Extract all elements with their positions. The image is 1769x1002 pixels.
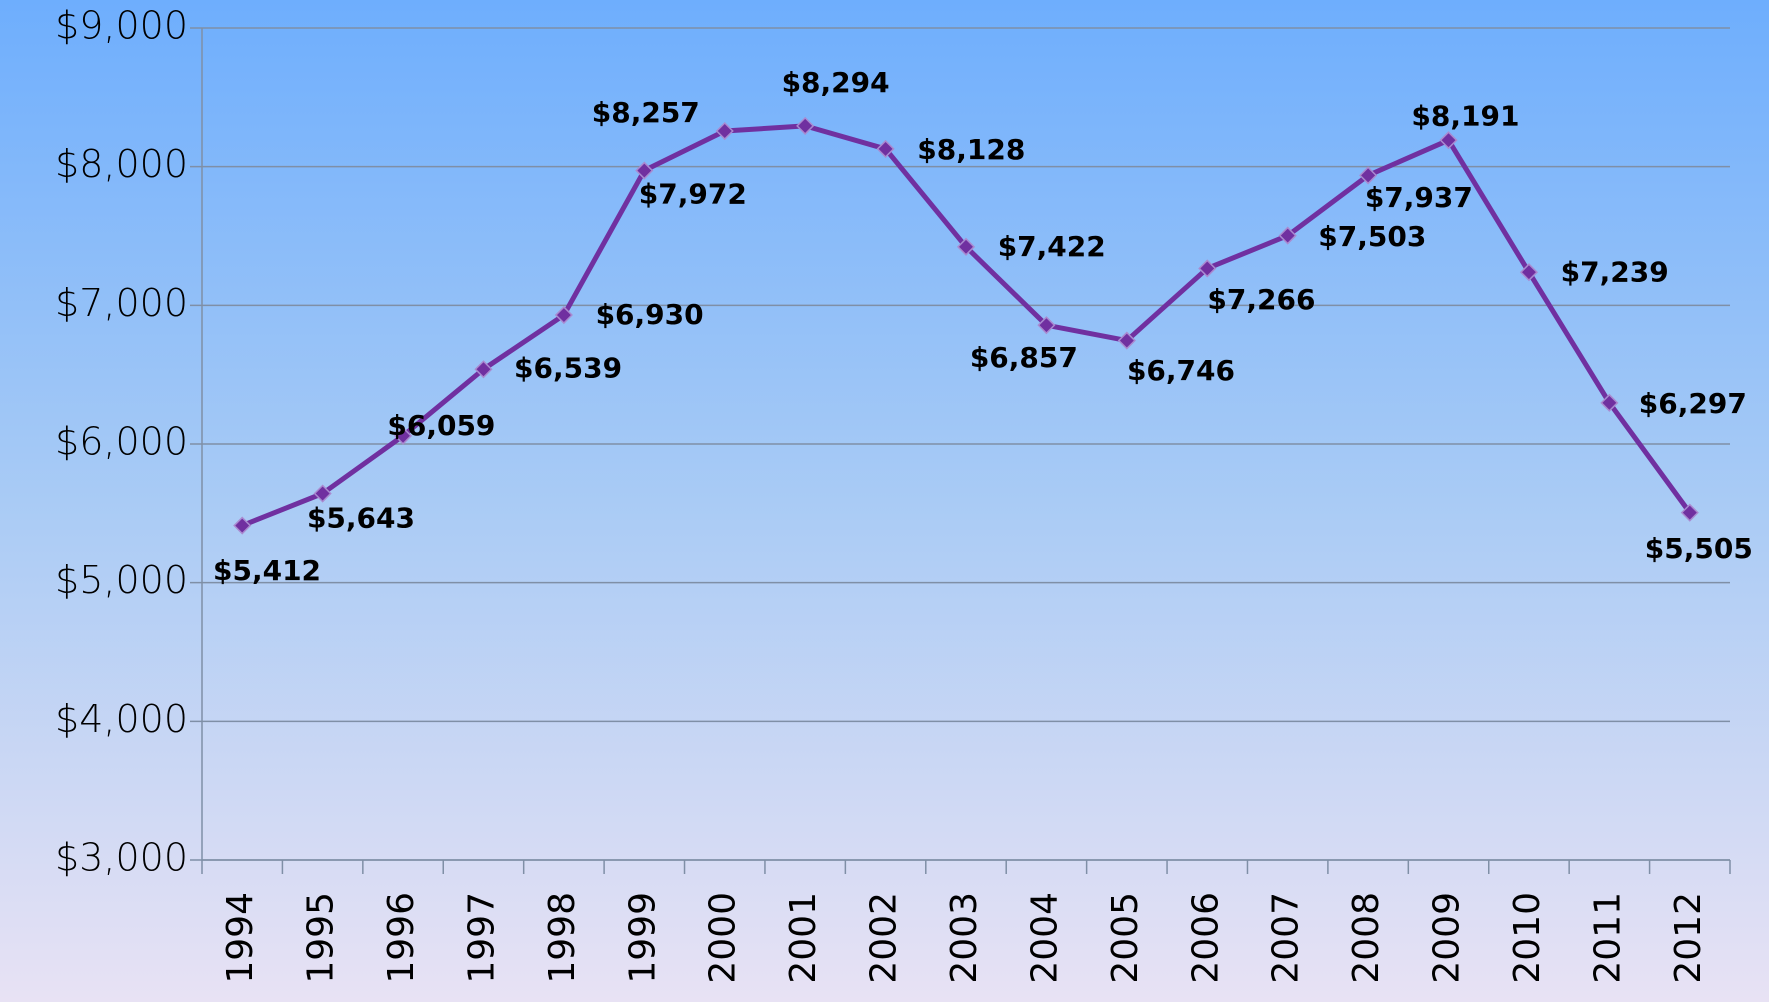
x-tick-label: 2003 xyxy=(944,892,985,984)
x-tick-label: 1997 xyxy=(461,892,502,984)
data-label: $6,297 xyxy=(1639,387,1747,420)
marker xyxy=(1117,331,1136,350)
marker xyxy=(474,360,493,379)
data-label: $8,294 xyxy=(782,66,890,99)
marker xyxy=(876,139,895,158)
x-tick-label: 2010 xyxy=(1507,892,1548,984)
data-label: $5,412 xyxy=(213,554,321,587)
marker xyxy=(1439,131,1458,150)
marker xyxy=(796,116,815,135)
x-tick-label: 1999 xyxy=(622,892,663,984)
x-tick-label: 2008 xyxy=(1346,892,1387,984)
x-tick-label: 2011 xyxy=(1587,892,1628,984)
x-tick-label: 2005 xyxy=(1105,892,1146,984)
marker xyxy=(393,426,413,445)
marker xyxy=(233,516,252,535)
y-tick-label: $7,000 xyxy=(55,281,188,325)
x-tick-label: 2004 xyxy=(1024,892,1065,984)
marker xyxy=(1359,166,1378,185)
data-label: $7,937 xyxy=(1365,181,1473,214)
data-label: $8,191 xyxy=(1411,100,1519,133)
data-label: $6,539 xyxy=(514,351,622,384)
data-label: $6,857 xyxy=(970,341,1078,374)
x-tick-label: 1998 xyxy=(542,892,583,984)
y-tick-label: $9,000 xyxy=(55,4,188,48)
x-tick-label: 2002 xyxy=(864,892,905,984)
marker xyxy=(1198,259,1217,278)
marker xyxy=(1278,226,1297,245)
y-tick-label: $8,000 xyxy=(55,142,188,186)
marker xyxy=(1680,503,1699,522)
marker xyxy=(635,161,654,180)
y-tick-label: $3,000 xyxy=(55,836,188,880)
data-label: $5,505 xyxy=(1645,532,1753,565)
x-tick-label: 2006 xyxy=(1185,892,1226,984)
y-tick-label: $6,000 xyxy=(55,420,188,464)
marker xyxy=(1519,263,1539,282)
marker xyxy=(715,121,734,141)
x-tick-label: 2001 xyxy=(783,892,824,984)
data-label: $5,643 xyxy=(307,501,415,534)
data-label: $7,503 xyxy=(1318,220,1426,253)
y-tick-label: $5,000 xyxy=(55,558,188,602)
marker xyxy=(1600,393,1619,412)
x-tick-label: 2012 xyxy=(1668,892,1709,984)
x-tick-label: 1995 xyxy=(301,892,342,984)
data-label: $8,128 xyxy=(917,133,1025,166)
x-tick-label: 1996 xyxy=(381,892,422,984)
x-tick-label: 2000 xyxy=(703,892,744,984)
data-label: $6,746 xyxy=(1127,354,1235,387)
marker xyxy=(313,484,332,503)
data-label: $6,930 xyxy=(596,298,704,331)
data-label: $7,239 xyxy=(1561,255,1669,288)
marker xyxy=(554,305,573,325)
x-tick-label: 2007 xyxy=(1266,892,1307,984)
marker xyxy=(956,237,976,256)
marker xyxy=(1037,316,1056,335)
data-label: $7,422 xyxy=(998,230,1106,263)
x-tick-label: 2009 xyxy=(1427,892,1468,984)
data-label: $6,059 xyxy=(387,409,495,442)
data-label: $7,972 xyxy=(639,177,747,210)
data-label: $8,257 xyxy=(592,96,700,129)
x-tick-label: 1994 xyxy=(220,892,261,984)
data-label: $7,266 xyxy=(1207,283,1315,316)
y-tick-label: $4,000 xyxy=(55,697,188,741)
